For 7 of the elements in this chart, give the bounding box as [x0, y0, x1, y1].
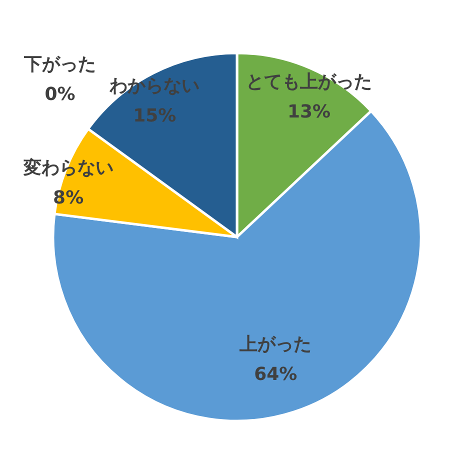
- category-label: 下がった: [24, 54, 96, 75]
- data-label: 15%: [133, 106, 176, 127]
- slice-label: 上がった: [238, 334, 312, 355]
- slice-label: とても上がった: [246, 71, 372, 92]
- data-label: 64%: [254, 364, 298, 385]
- data-label: 13%: [287, 101, 331, 122]
- text: 0%: [44, 84, 76, 105]
